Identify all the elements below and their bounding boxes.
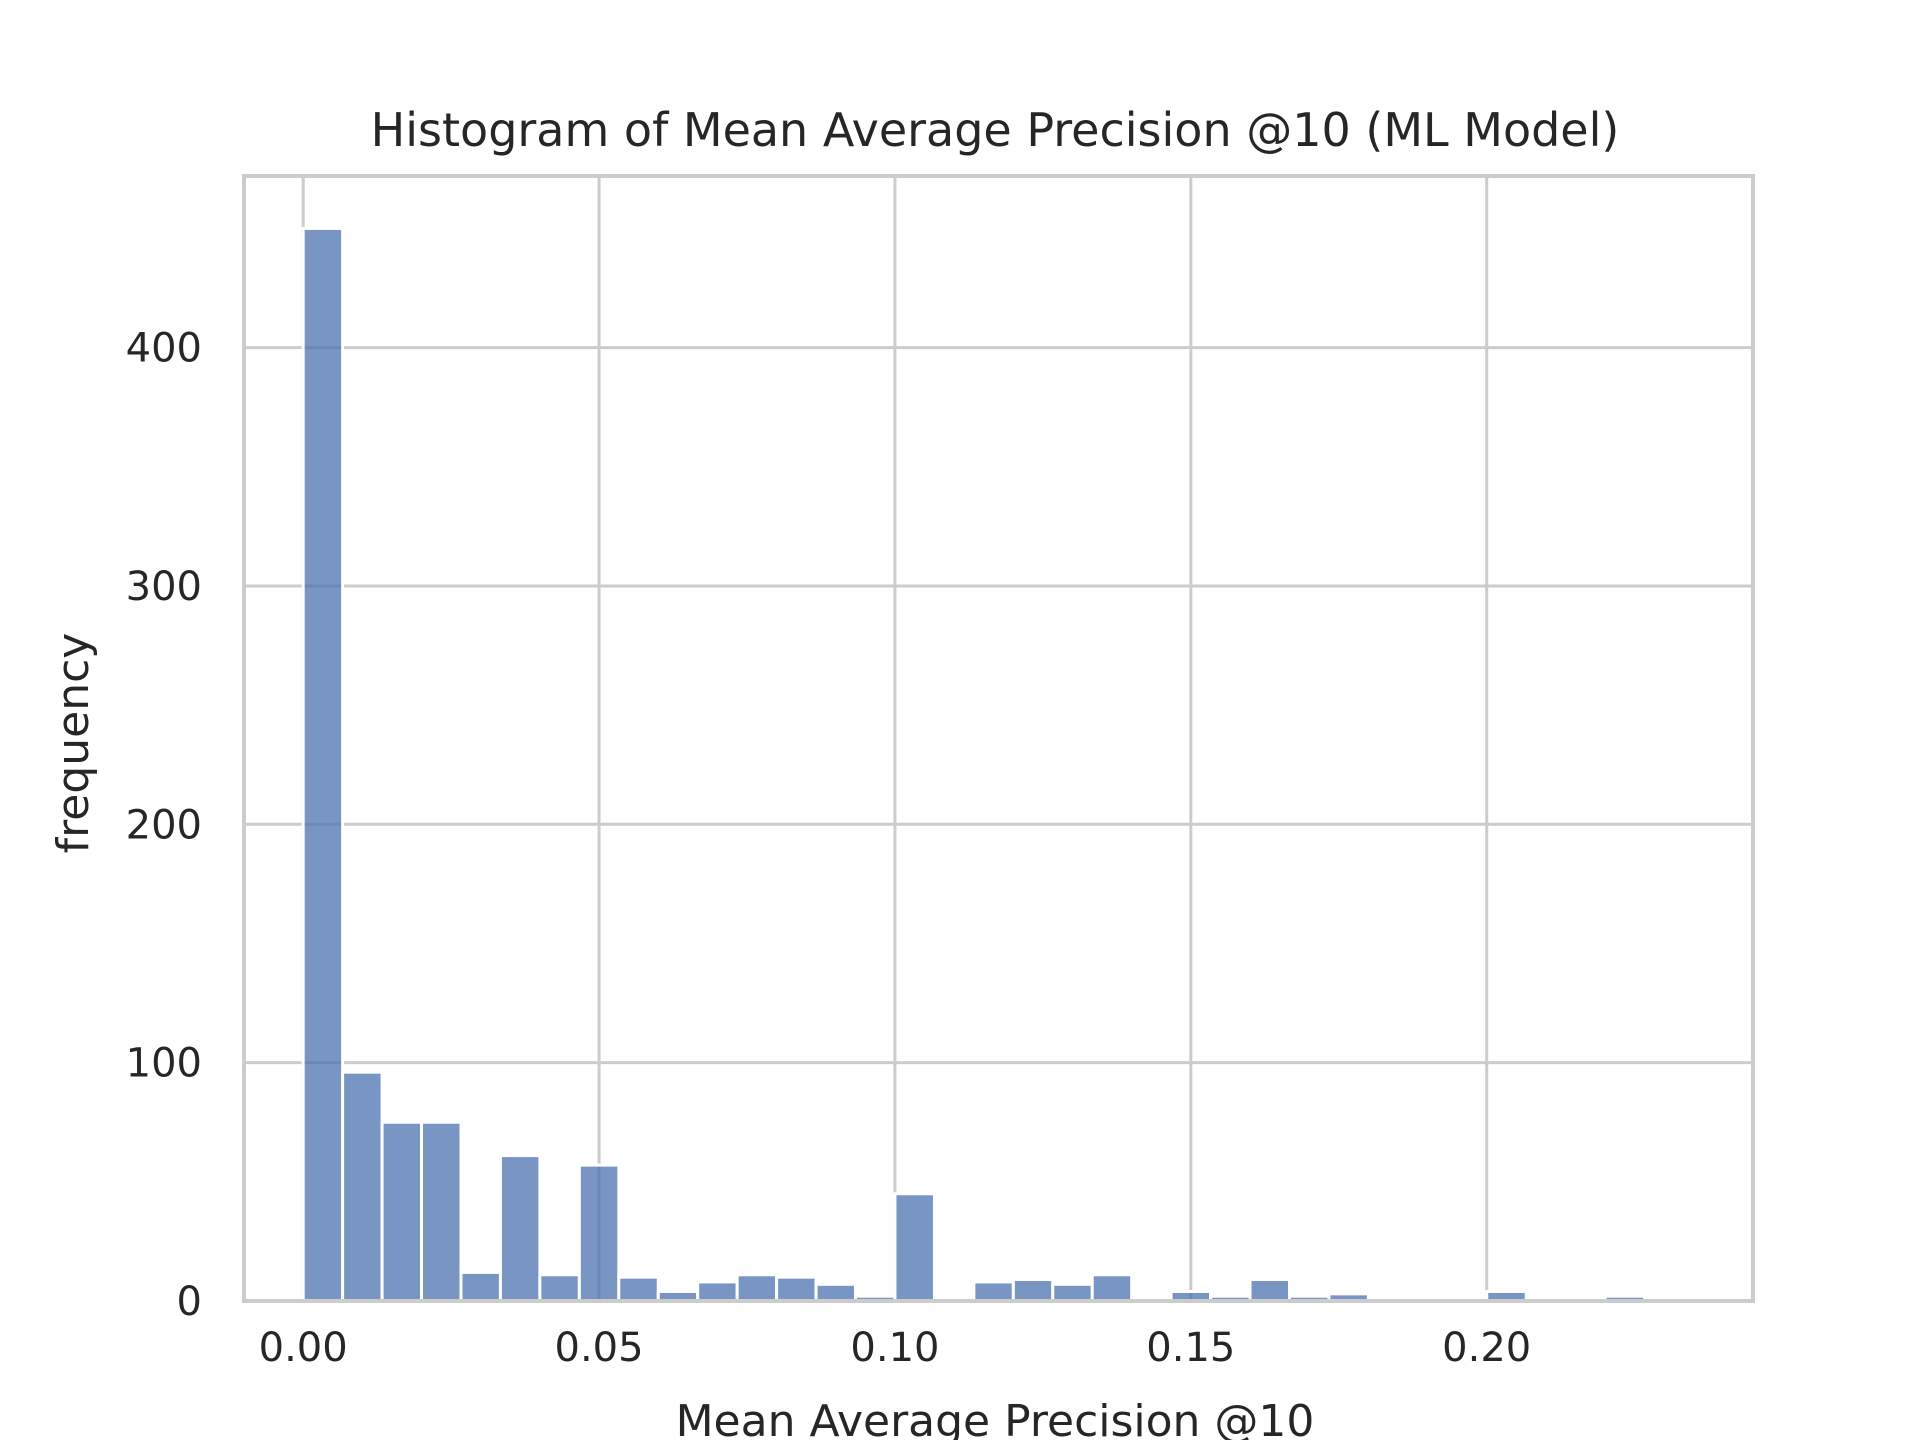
histogram-bar-11 (735, 1273, 779, 1303)
x-tick-label-0: 0.00 (259, 1325, 348, 1371)
histogram-bar-7 (577, 1163, 621, 1303)
x-axis-title: Mean Average Precision @10 (676, 1396, 1315, 1440)
y-tick-label-3: 300 (126, 564, 202, 610)
histogram-bar-19 (1051, 1282, 1094, 1303)
histogram-bar-6 (538, 1273, 581, 1303)
y-axis-title: frequency (48, 633, 99, 854)
histogram-bar-2 (380, 1120, 424, 1303)
x-tick-label-4: 0.20 (1442, 1325, 1531, 1371)
histogram-bar-5 (498, 1154, 542, 1303)
histogram-bar-17 (972, 1280, 1015, 1303)
y-tick-label-4: 400 (126, 326, 202, 372)
histogram-bar-4 (459, 1270, 502, 1303)
y-tick-label-0: 0 (177, 1279, 202, 1325)
y-tick-label-1: 100 (126, 1041, 202, 1087)
histogram-bar-3 (420, 1120, 463, 1303)
chart-title: Histogram of Mean Average Precision @10 … (371, 103, 1620, 157)
x-tick-label-1: 0.05 (555, 1325, 644, 1371)
histogram-bar-0 (301, 226, 345, 1303)
histogram-bar-1 (341, 1070, 384, 1303)
bars (301, 226, 1647, 1303)
y-tick-label-2: 200 (126, 802, 202, 848)
x-tick-label-3: 0.15 (1146, 1325, 1235, 1371)
histogram-bar-12 (775, 1275, 818, 1303)
histogram-bar-15 (893, 1192, 936, 1303)
histogram-bar-20 (1090, 1273, 1134, 1303)
x-tick-labels: 0.00 0.05 0.10 0.15 0.20 (259, 1325, 1532, 1371)
y-tick-labels: 0 100 200 300 400 (126, 326, 202, 1325)
histogram-bar-24 (1248, 1278, 1292, 1303)
x-tick-label-2: 0.10 (850, 1325, 939, 1371)
plot-frame (242, 174, 1755, 1303)
histogram-bar-18 (1011, 1278, 1055, 1303)
grid-lines (244, 176, 1753, 1303)
histogram-bar-10 (696, 1280, 739, 1303)
histogram-bar-8 (617, 1275, 660, 1303)
histogram-bar-13 (814, 1282, 858, 1303)
